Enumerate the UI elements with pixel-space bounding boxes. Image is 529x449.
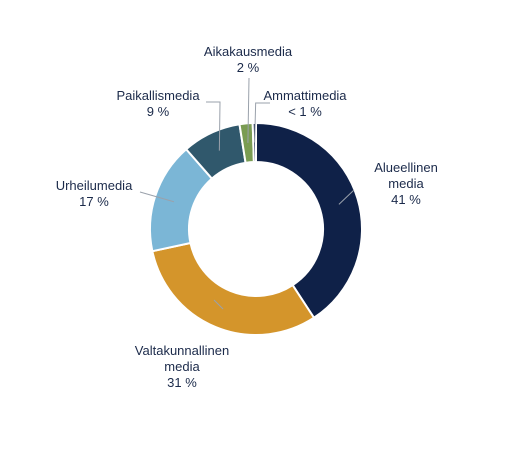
donut-slice-valtakunnallinen bbox=[151, 241, 316, 336]
leader-lines-group bbox=[139, 77, 355, 310]
leader-line-ammattimedia bbox=[254, 102, 270, 143]
leader-line-urheilumedia bbox=[139, 191, 175, 203]
label-value: 9 % bbox=[146, 104, 170, 119]
donut-slice-alueellinen bbox=[255, 121, 363, 320]
label-line: Paikallismedia bbox=[116, 88, 200, 103]
donut-slice-ammattimedia bbox=[251, 121, 257, 164]
label-value: 41 % bbox=[391, 192, 421, 207]
label-line: media bbox=[164, 359, 200, 374]
slices-group bbox=[149, 121, 363, 336]
leader-line-paikallismedia bbox=[206, 101, 221, 151]
label-value: 31 % bbox=[167, 375, 197, 390]
leader-line-alueellinen bbox=[338, 189, 355, 205]
slice-label-urheilumedia: Urheilumedia 17 % bbox=[56, 178, 133, 210]
label-value: < 1 % bbox=[288, 104, 322, 119]
slice-label-aikakausmedia: Aikakausmedia 2 % bbox=[204, 44, 292, 76]
slice-label-valtakunnallinen: Valtakunnallinen media 31 % bbox=[135, 343, 229, 391]
label-line: Alueellinen bbox=[374, 160, 438, 175]
leader-line-aikakausmedia bbox=[247, 77, 250, 143]
leader-line-valtakunnallinen bbox=[213, 299, 224, 310]
label-line: Valtakunnallinen bbox=[134, 343, 230, 358]
label-line: media bbox=[388, 176, 424, 191]
label-line: Urheilumedia bbox=[55, 178, 133, 193]
slice-label-alueellinen: Alueellinen media 41 % bbox=[374, 160, 438, 208]
label-line: Ammattimedia bbox=[263, 88, 347, 103]
label-value: 2 % bbox=[236, 60, 260, 75]
slice-label-paikallismedia: Paikallismedia 9 % bbox=[116, 88, 199, 120]
label-value: 17 % bbox=[79, 194, 109, 209]
slice-label-ammattimedia: Ammattimedia < 1 % bbox=[263, 88, 346, 120]
label-line: Aikakausmedia bbox=[203, 44, 293, 59]
